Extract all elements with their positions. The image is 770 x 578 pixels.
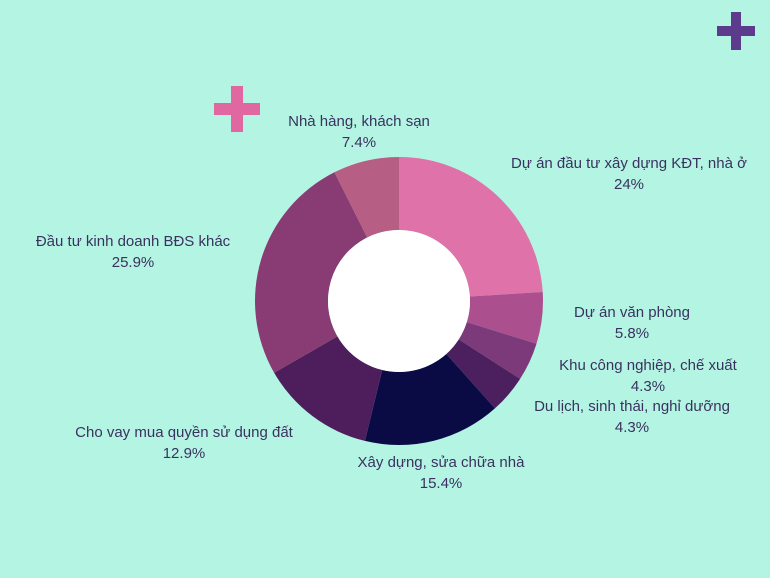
donut-slice [254, 172, 368, 373]
donut-slice [466, 291, 543, 344]
plus-icon-pink [214, 86, 260, 132]
donut-slice [364, 353, 495, 445]
slice-label-name: Xây dựng, sửa chữa nhà [357, 454, 525, 471]
slice-label-value: 25.9% [111, 254, 155, 271]
slice-label-value: 12.9% [162, 445, 206, 462]
slice-label-name: Nhà hàng, khách sạn [288, 113, 430, 130]
donut-slice [399, 157, 543, 297]
donut-hole [328, 230, 470, 372]
slice-label-value: 5.8% [614, 325, 650, 342]
donut-slice [446, 339, 521, 409]
slice-label-name: Đầu tư kinh doanh BĐS khác [35, 233, 231, 250]
slice-label-value: 24% [613, 176, 645, 193]
slice-label-value: 15.4% [419, 475, 463, 492]
slice-label-value: 4.3% [614, 419, 650, 436]
slice-label: Du lịch, sinh thái, nghỉ dưỡng 4.3% [534, 396, 730, 438]
donut-slice [274, 336, 383, 441]
slice-label: Dự án đầu tư xây dựng KĐT, nhà ở 24% [511, 153, 747, 195]
plus-icon-pink-bar-v [231, 86, 243, 132]
slice-label: Nhà hàng, khách sạn 7.4% [288, 111, 430, 153]
plus-icon-purple [717, 12, 755, 50]
slice-label: Khu công nghiệp, chế xuất 4.3% [559, 355, 737, 397]
plus-icon-purple-bar-v [731, 12, 741, 50]
donut-slice [334, 157, 399, 238]
slice-label-name: Khu công nghiệp, chế xuất [559, 357, 737, 374]
slice-label: Xây dựng, sửa chữa nhà 15.4% [358, 452, 525, 494]
slice-label: Đầu tư kinh doanh BĐS khác 25.9% [36, 231, 230, 273]
slice-label-value: 7.4% [341, 134, 377, 151]
slice-label-name: Cho vay mua quyền sử dụng đất [75, 424, 293, 441]
slice-label-name: Dự án đầu tư xây dựng KĐT, nhà ở [511, 155, 747, 172]
slice-label-name: Du lịch, sinh thái, nghỉ dưỡng [534, 398, 730, 415]
slice-label-name: Dự án văn phòng [574, 304, 690, 321]
slice-label-value: 4.3% [630, 378, 666, 395]
slice-label: Dự án văn phòng 5.8% [574, 302, 690, 344]
donut-slice [458, 322, 537, 379]
slice-label: Cho vay mua quyền sử dụng đất 12.9% [75, 422, 293, 464]
